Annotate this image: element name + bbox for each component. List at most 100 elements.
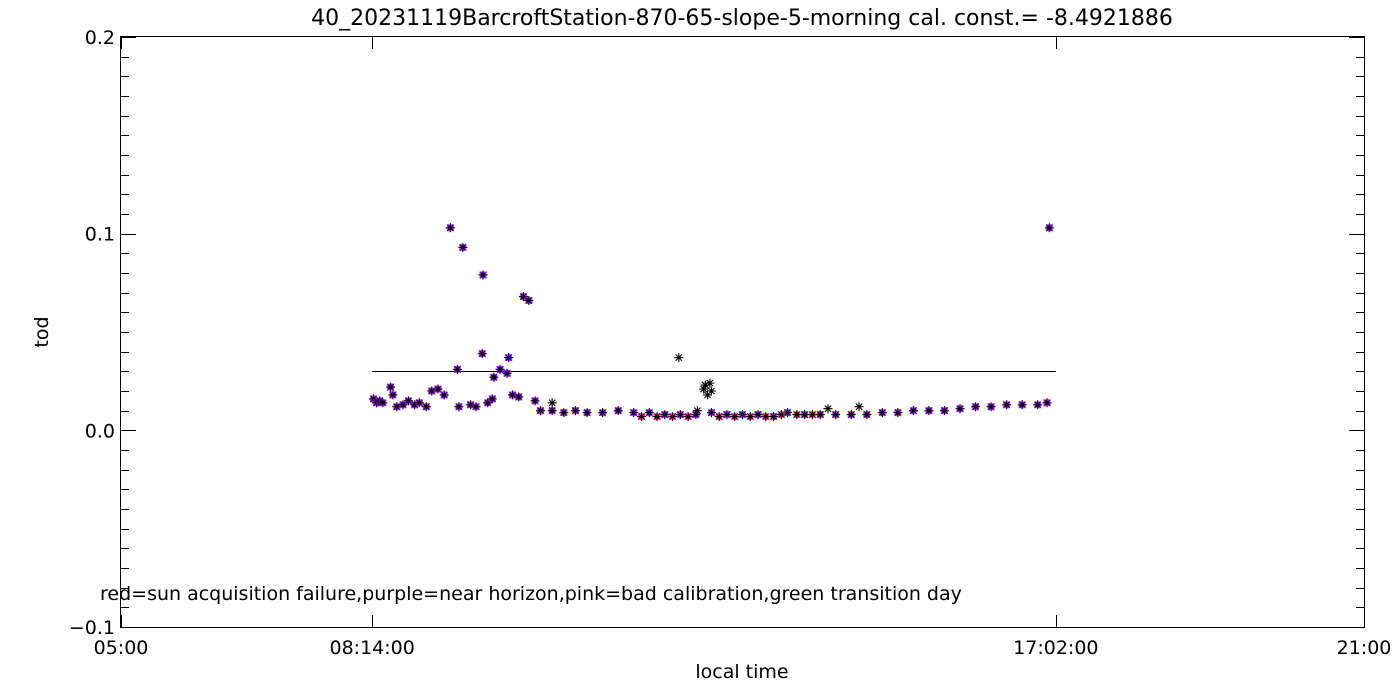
data-point — [386, 382, 396, 392]
data-point — [753, 410, 763, 420]
data-point — [547, 398, 557, 408]
data-point — [427, 386, 437, 396]
data-point — [776, 410, 786, 420]
data-point — [700, 380, 710, 390]
x-tick-label: 17:02:00 — [1013, 637, 1098, 659]
data-point — [745, 412, 755, 422]
data-point — [570, 406, 580, 416]
data-point — [368, 394, 378, 404]
data-point — [722, 410, 732, 420]
data-point — [924, 406, 934, 416]
data-point — [800, 410, 810, 420]
x-tick-label: 08:14:00 — [330, 637, 415, 659]
data-point — [1002, 400, 1012, 410]
data-point — [466, 400, 476, 410]
data-point — [388, 390, 398, 400]
data-point — [536, 406, 546, 416]
data-point — [807, 410, 817, 420]
data-point — [675, 410, 685, 420]
data-point — [660, 410, 670, 420]
data-point — [939, 406, 949, 416]
data-point — [652, 412, 662, 422]
data-point — [433, 384, 443, 394]
data-point — [862, 410, 872, 420]
data-point — [706, 386, 716, 396]
data-point — [738, 410, 747, 420]
data-point — [514, 392, 524, 402]
data-point — [458, 242, 468, 252]
data-point — [637, 412, 647, 422]
data-point — [706, 408, 716, 418]
data-point — [691, 410, 701, 420]
data-point — [421, 402, 431, 412]
data-point — [815, 410, 825, 420]
y-tick-label: −0.1 — [69, 617, 115, 639]
data-point — [378, 398, 388, 408]
data-point — [559, 408, 569, 418]
x-axis-label: local time — [695, 661, 788, 683]
data-point — [489, 372, 499, 382]
data-point — [692, 406, 702, 416]
data-point — [508, 390, 518, 400]
data-point — [668, 412, 678, 422]
data-point — [414, 398, 424, 408]
data-point — [445, 223, 455, 233]
data-point — [705, 378, 715, 388]
data-point — [783, 408, 793, 418]
y-axis-label: tod — [31, 316, 53, 347]
data-point — [831, 410, 841, 420]
y-tick-label: 0.0 — [85, 420, 115, 442]
data-point — [986, 402, 996, 412]
data-point — [582, 408, 592, 418]
data-point — [714, 412, 724, 422]
x-axis-ticks: 05:00 08:14:00 17:02:00 21:00 — [94, 37, 1392, 659]
legend-note: red=sun acquisition failure,purple=near … — [100, 583, 962, 605]
x-tick-label: 05:00 — [94, 637, 149, 659]
data-point — [403, 396, 413, 406]
data-point — [854, 402, 864, 412]
data-point — [483, 398, 493, 408]
data-point — [439, 390, 449, 400]
data-point — [398, 400, 408, 410]
data-points — [368, 223, 1054, 422]
y-tick-label: 0.1 — [85, 224, 115, 246]
data-point — [471, 402, 481, 412]
data-point — [703, 390, 713, 400]
data-point — [674, 353, 684, 363]
data-point — [487, 394, 497, 404]
data-point — [477, 349, 487, 359]
data-point — [769, 412, 779, 422]
data-point — [644, 408, 654, 418]
data-point — [1017, 400, 1027, 410]
chart-title: 40_20231119BarcroftStation-870-65-slope-… — [311, 6, 1173, 31]
data-point — [478, 270, 488, 280]
data-point — [598, 408, 608, 418]
data-point — [699, 384, 709, 394]
data-point — [454, 402, 464, 412]
x-tick-label: 21:00 — [1337, 637, 1392, 659]
data-point — [452, 364, 462, 374]
data-point — [547, 406, 557, 416]
y-tick-label: 0.2 — [85, 27, 115, 49]
data-point — [613, 406, 623, 416]
data-point — [1042, 398, 1052, 408]
data-point — [518, 292, 528, 302]
data-point — [730, 412, 740, 422]
data-point — [1044, 223, 1054, 233]
data-point — [495, 364, 505, 374]
data-point — [392, 402, 402, 412]
data-point — [530, 396, 540, 406]
data-point — [955, 404, 965, 414]
data-point — [683, 412, 693, 422]
data-point — [908, 406, 918, 416]
data-point — [410, 400, 420, 410]
plot-frame — [120, 36, 1365, 628]
data-point — [893, 408, 903, 418]
data-point — [524, 296, 534, 306]
y-axis-ticks: −0.1 0.0 0.1 0.2 — [69, 27, 1364, 639]
data-point — [846, 410, 856, 420]
data-point — [1033, 400, 1043, 410]
data-point — [971, 402, 981, 412]
data-point — [504, 353, 514, 363]
